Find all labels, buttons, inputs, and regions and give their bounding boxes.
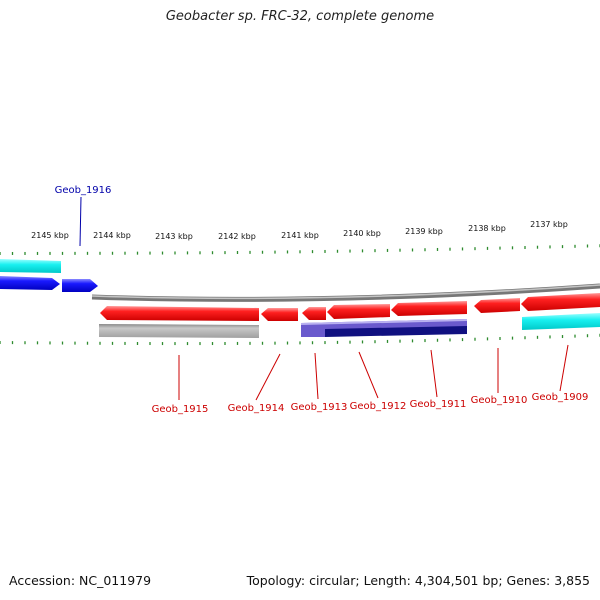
genome-backbone xyxy=(91,283,600,302)
gene-arrow-forward-a[interactable] xyxy=(0,276,60,290)
gene-arrow-geob-1915[interactable] xyxy=(100,306,259,321)
gene-arrow-geob-1910[interactable] xyxy=(474,298,520,313)
gene-label-geob-1909[interactable]: Geob_1909 xyxy=(532,392,589,403)
gene-label-geob-1911[interactable]: Geob_1911 xyxy=(410,399,467,410)
gene-arrow-geob-1909[interactable] xyxy=(521,293,600,311)
scale-label-2139: 2139 kbp xyxy=(405,227,443,236)
gene-label-geob-1913[interactable]: Geob_1913 xyxy=(291,402,348,413)
genome-title: Geobacter sp. FRC-32, complete genome xyxy=(165,9,435,24)
genome-summary-text: Topology: circular; Length: 4,304,501 bp… xyxy=(246,573,590,588)
feature-bar-cyan-right xyxy=(522,313,600,330)
gene-label-geob-1916[interactable]: Geob_1916 xyxy=(55,185,112,196)
scale-label-2143: 2143 kbp xyxy=(155,232,193,241)
scale-label-2138: 2138 kbp xyxy=(468,224,506,233)
scale-label-2137: 2137 kbp xyxy=(530,220,568,229)
accession-text: Accession: NC_011979 xyxy=(9,573,152,588)
gene-arrow-geob-1912[interactable] xyxy=(327,304,390,319)
feature-bar-gray xyxy=(99,324,259,338)
scale-label-2141: 2141 kbp xyxy=(281,231,319,240)
feature-bar-cyan-left xyxy=(0,259,61,273)
gene-label-geob-1914[interactable]: Geob_1914 xyxy=(228,403,285,414)
scale-ticks-upper xyxy=(0,244,600,255)
scale-label-2144: 2144 kbp xyxy=(93,231,131,240)
gene-label-geob-1910[interactable]: Geob_1910 xyxy=(471,395,528,406)
scale-labels: 2145 kbp 2144 kbp 2143 kbp 2142 kbp 2141… xyxy=(31,220,568,241)
gene-arrow-geob-1916[interactable] xyxy=(62,279,98,292)
gene-arrow-geob-1913[interactable] xyxy=(302,307,326,320)
gene-label-geob-1912[interactable]: Geob_1912 xyxy=(350,401,407,412)
gene-arrow-geob-1911[interactable] xyxy=(391,301,467,316)
scale-label-2142: 2142 kbp xyxy=(218,232,256,241)
scale-label-2145: 2145 kbp xyxy=(31,231,69,240)
gene-arrow-geob-1914[interactable] xyxy=(261,308,298,321)
feature-bar-navy xyxy=(325,326,467,337)
gene-label-geob-1915[interactable]: Geob_1915 xyxy=(152,404,209,415)
scale-label-2140: 2140 kbp xyxy=(343,229,381,238)
scale-ticks-lower xyxy=(0,333,600,346)
label-leaders xyxy=(79,196,569,401)
